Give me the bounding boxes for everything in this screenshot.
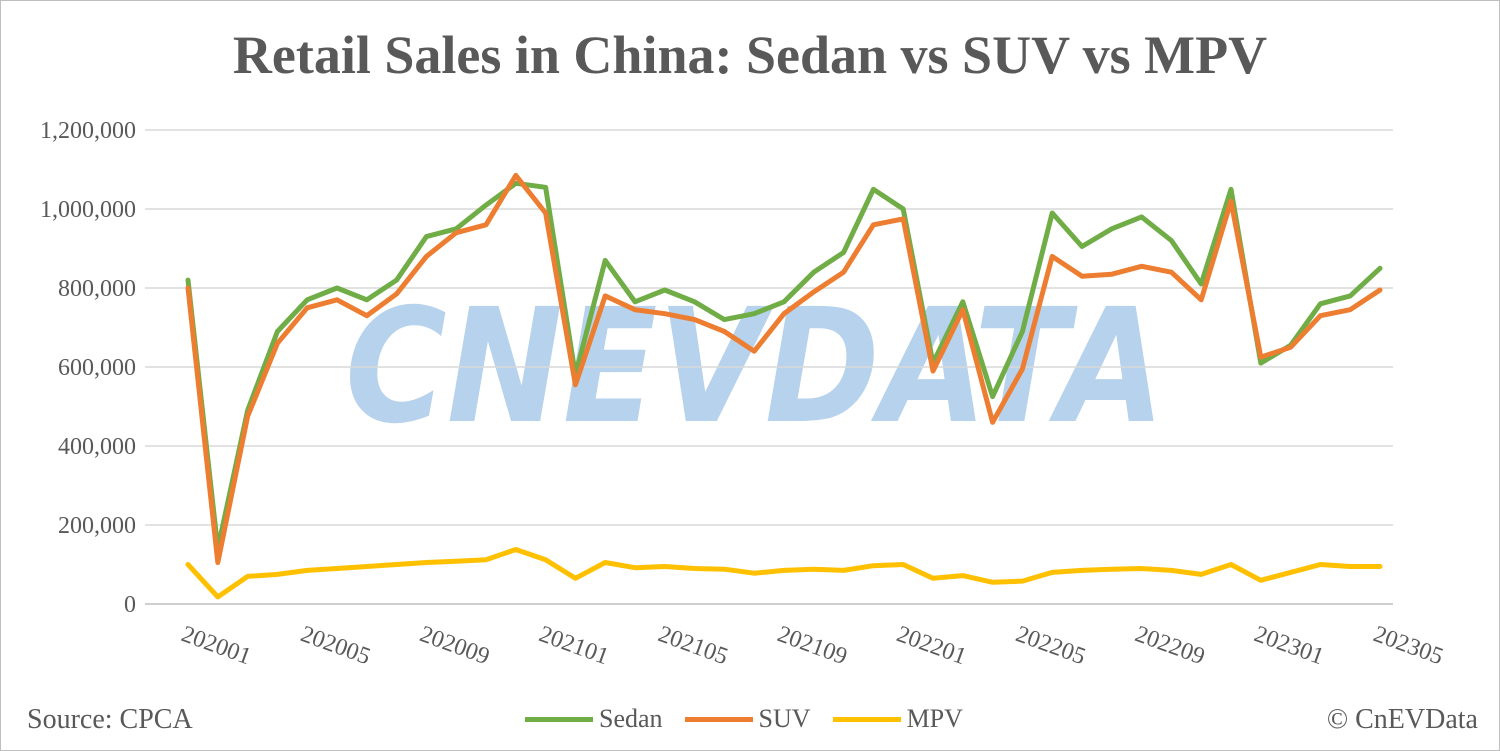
y-axis: 1,200,000 1,000,000 800,000 600,000 400,000 2… <box>40 118 136 618</box>
y-tick-label: 0 <box>124 592 136 618</box>
x-tick-label: 202305 <box>1370 621 1447 670</box>
grid <box>145 129 1393 605</box>
x-tick-label: 202005 <box>297 621 374 670</box>
y-tick-label: 1,200,000 <box>40 118 136 144</box>
legend-label: Sedan <box>599 704 663 733</box>
legend-label: SUV <box>758 704 811 733</box>
x-tick-label: 202209 <box>1132 621 1209 670</box>
legend-item-sedan: Sedan <box>525 704 663 734</box>
legend-item-suv: SUV <box>684 704 811 734</box>
legend-label: MPV <box>906 704 963 733</box>
legend: Sedan SUV MPV <box>525 704 985 734</box>
x-tick-label: 202201 <box>893 621 970 670</box>
x-axis: 202001 202005 202009 202101 202105 202109 2022… <box>178 621 1447 670</box>
series-line-sedan <box>185 180 1383 552</box>
series-group <box>185 172 1383 600</box>
y-tick-label: 1,000,000 <box>40 197 136 223</box>
legend-item-mpv: MPV <box>832 704 963 734</box>
x-tick-label: 202205 <box>1012 621 1089 670</box>
x-tick-label: 202101 <box>536 621 613 670</box>
series-line-suv <box>185 172 1383 565</box>
y-tick-label: 600,000 <box>58 355 136 381</box>
legend-swatch <box>832 716 901 722</box>
x-tick-label: 202001 <box>178 621 255 670</box>
x-tick-label: 202301 <box>1251 621 1328 670</box>
x-tick-label: 202105 <box>655 621 732 670</box>
legend-swatch <box>684 716 753 722</box>
x-tick-label: 202009 <box>416 621 493 670</box>
legend-swatch <box>525 716 593 722</box>
y-tick-label: 400,000 <box>58 434 136 460</box>
source-note: Source: CPCA <box>27 704 193 735</box>
x-tick-label: 202109 <box>774 621 851 670</box>
series-line-mpv <box>185 547 1383 600</box>
y-tick-label: 800,000 <box>58 276 136 302</box>
chart-title: Retail Sales in China: Sedan vs SUV vs M… <box>232 25 1268 85</box>
y-tick-label: 200,000 <box>58 513 136 539</box>
copyright-note: © CnEVData <box>1326 704 1478 735</box>
